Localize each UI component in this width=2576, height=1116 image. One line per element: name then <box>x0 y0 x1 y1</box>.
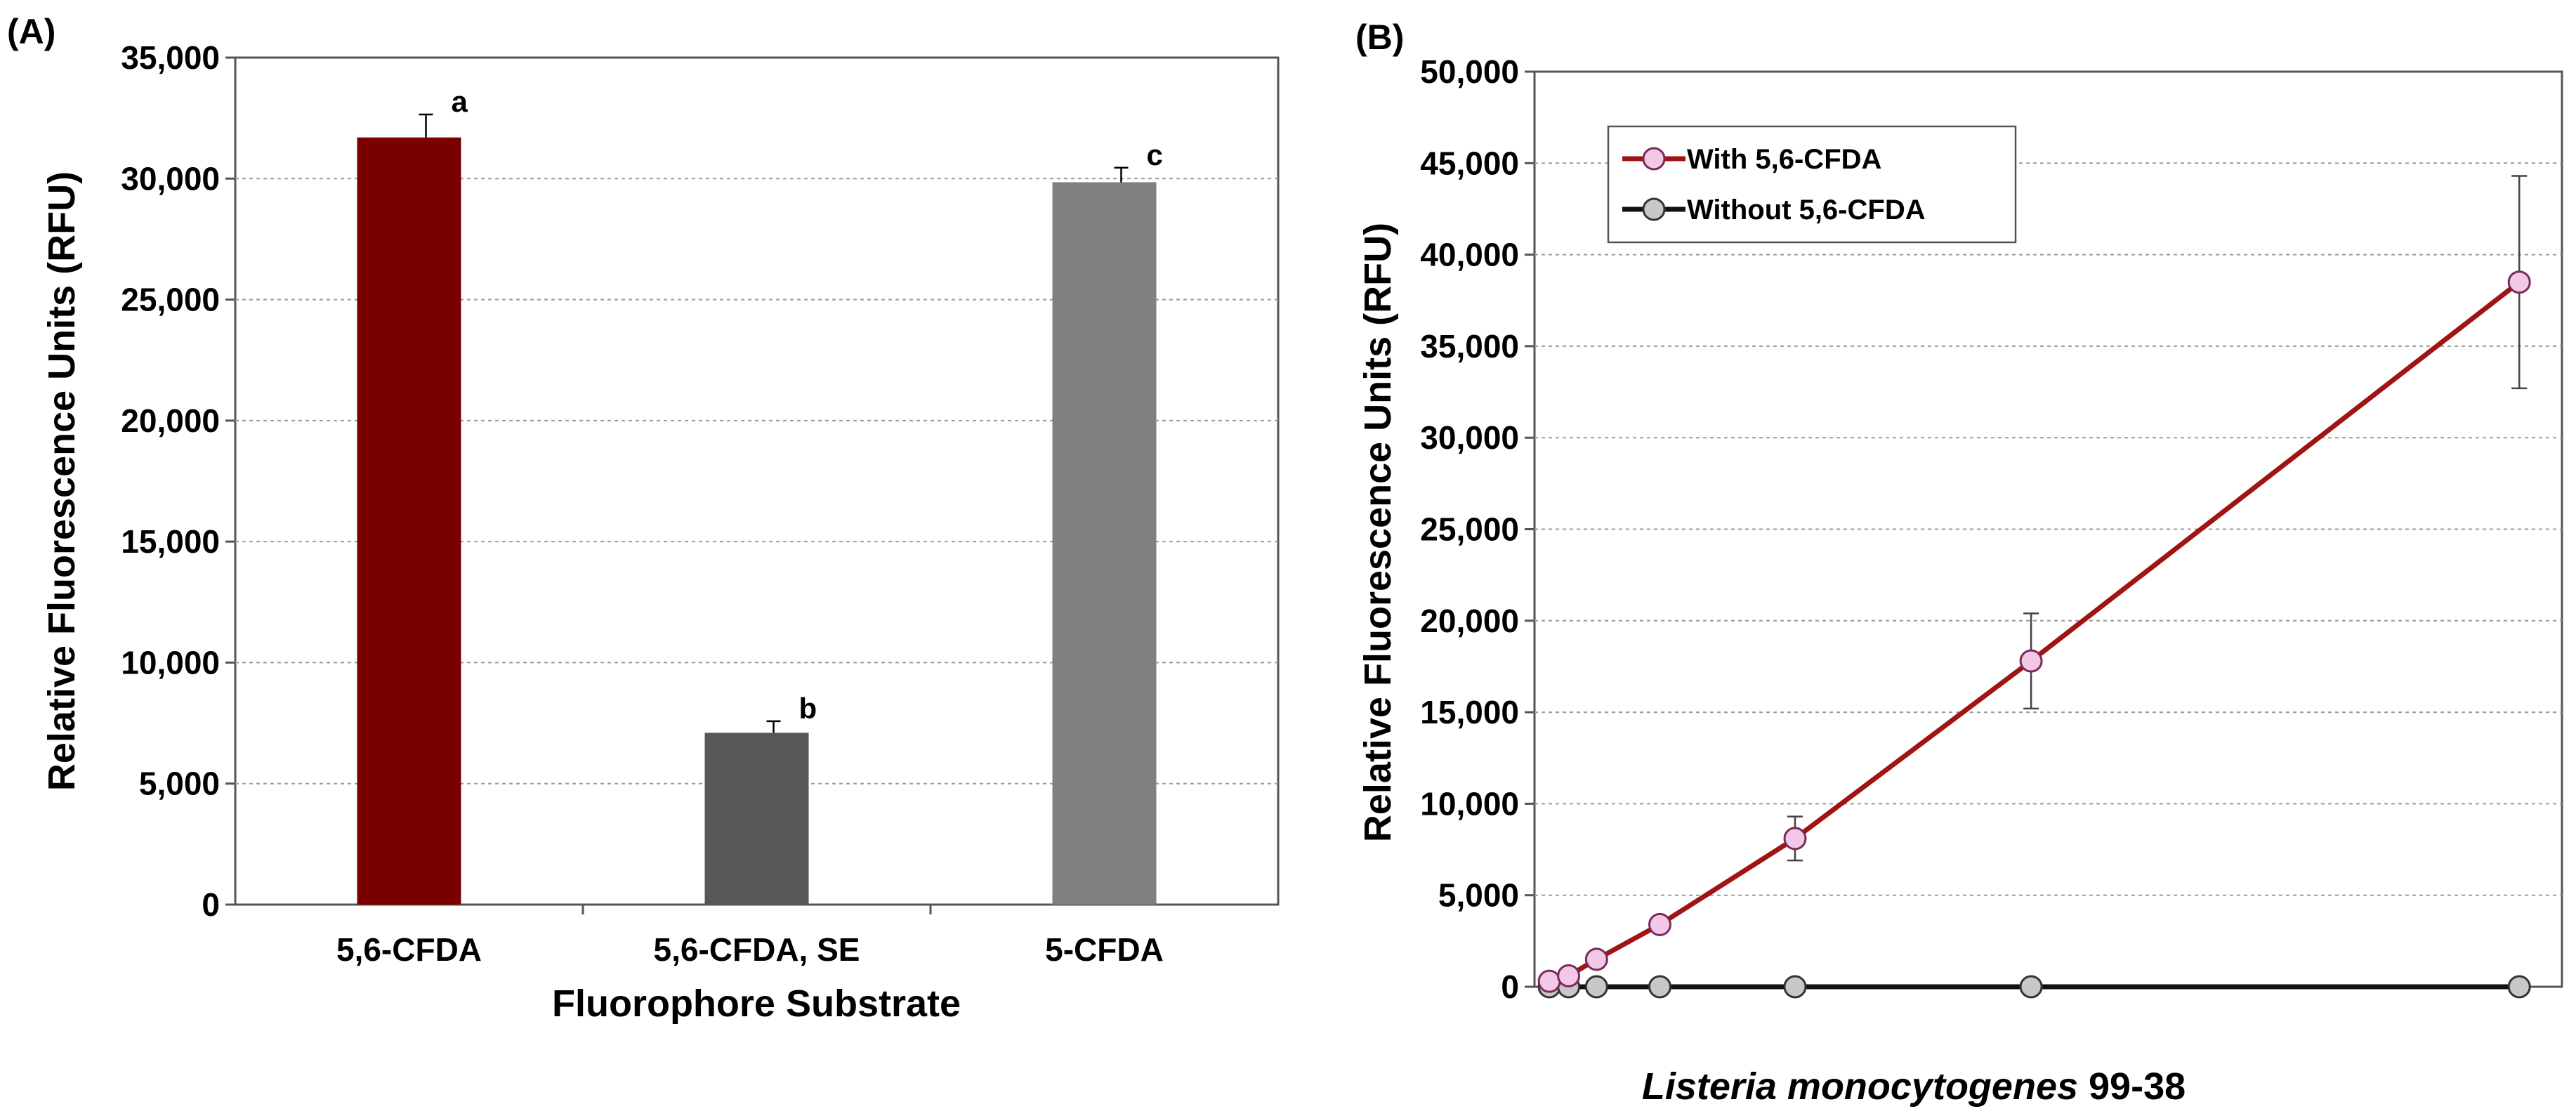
panel-a-bar <box>1052 182 1157 905</box>
panel-b-y-tick-label: 50,000 <box>1420 53 1519 90</box>
panel-a-y-axis-title: Relative Fluorescence Units (RFU) <box>41 171 83 791</box>
panel-b-data-point <box>1783 975 1807 999</box>
panel-b-data-point <box>2019 649 2043 673</box>
panel-b-x-axis-title: Listeria monocytogenes 99-38 <box>1642 1065 2186 1108</box>
panel-a-label: (A) <box>7 12 55 51</box>
panel-a-significance-letter: b <box>799 692 817 725</box>
panel-b-y-axis-title: Relative Fluorescence Units (RFU) <box>1357 223 1399 842</box>
panel-b-data-point <box>2019 975 2043 999</box>
panel-b-y-tick-label: 0 <box>1501 969 1519 1005</box>
panel-b-data-point <box>1584 947 1608 971</box>
panel-b-x-axis-title-rest: 99-38 <box>2078 1065 2186 1108</box>
panel-b-legend: With 5,6-CFDA Without 5,6-CFDA <box>1607 125 2017 244</box>
panel-a-y-tick-label: 15,000 <box>121 523 220 560</box>
panel-a-bar <box>704 733 809 905</box>
panel-b-x-axis-title-italic: Listeria monocytogenes <box>1642 1065 2078 1108</box>
legend-with-label: With 5,6-CFDA <box>1687 144 1881 175</box>
panel-a-x-tick-label: 5-CFDA <box>1045 931 1164 968</box>
panel-a-significance-letter: a <box>452 85 468 118</box>
panel-a-y-tick-label: 0 <box>202 886 220 923</box>
panel-b-data-point <box>1783 827 1807 851</box>
panel-a-significance-letter: c <box>1147 138 1163 171</box>
legend-without-marker <box>1642 197 1666 221</box>
panel-a-bar <box>357 137 461 905</box>
panel-b-data-point <box>2507 975 2531 999</box>
panel-a-y-tick-label: 30,000 <box>121 160 220 197</box>
panel-b-y-tick-label: 20,000 <box>1420 603 1519 639</box>
panel-b-data-point <box>2507 270 2531 294</box>
panel-a-y-tick-label: 5,000 <box>139 766 220 802</box>
panel-a-y-tick-label: 10,000 <box>121 644 220 681</box>
panel-b-y-tick-label: 15,000 <box>1420 694 1519 730</box>
panel-a-x-tick-label: 5,6-CFDA, SE <box>654 931 860 968</box>
panel-a-x-tick-label: 5,6-CFDA <box>336 931 482 968</box>
panel-b-y-tick-label: 25,000 <box>1420 511 1519 548</box>
panel-b-data-point <box>1648 912 1671 936</box>
panel-b-data-point <box>1557 964 1581 987</box>
panel-b-y-tick-label: 30,000 <box>1420 419 1519 456</box>
panel-b-label: (B) <box>1355 18 1404 57</box>
panel-b-y-tick-label: 40,000 <box>1420 237 1519 273</box>
panel-a-bar-chart: (A) 0 5,000 10,000 15,000 20,000 25,000 30,000… <box>7 12 1280 1025</box>
panel-a-y-tick-label: 20,000 <box>121 402 220 439</box>
panel-b-line-chart: (B) 0 5,000 10,000 15,000 20,000 25,000 30,000… <box>1355 18 2563 1108</box>
panel-b-data-point <box>1648 975 1671 999</box>
panel-b-data-point <box>1584 975 1608 999</box>
panel-a-y-tick-label: 35,000 <box>121 39 220 76</box>
legend-with-marker <box>1642 147 1666 171</box>
panel-b-y-tick-label: 10,000 <box>1420 785 1519 822</box>
legend-without-label: Without 5,6-CFDA <box>1687 195 1926 225</box>
legend-box <box>1607 125 2017 244</box>
panel-b-y-tick-label: 35,000 <box>1420 328 1519 365</box>
panel-b-y-tick-label: 45,000 <box>1420 145 1519 181</box>
panel-b-y-tick-label: 5,000 <box>1438 877 1519 914</box>
panel-a-x-axis-title: Fluorophore Substrate <box>552 983 961 1025</box>
panel-a-y-tick-label: 25,000 <box>121 282 220 318</box>
panel-b-data-point <box>1537 969 1561 993</box>
